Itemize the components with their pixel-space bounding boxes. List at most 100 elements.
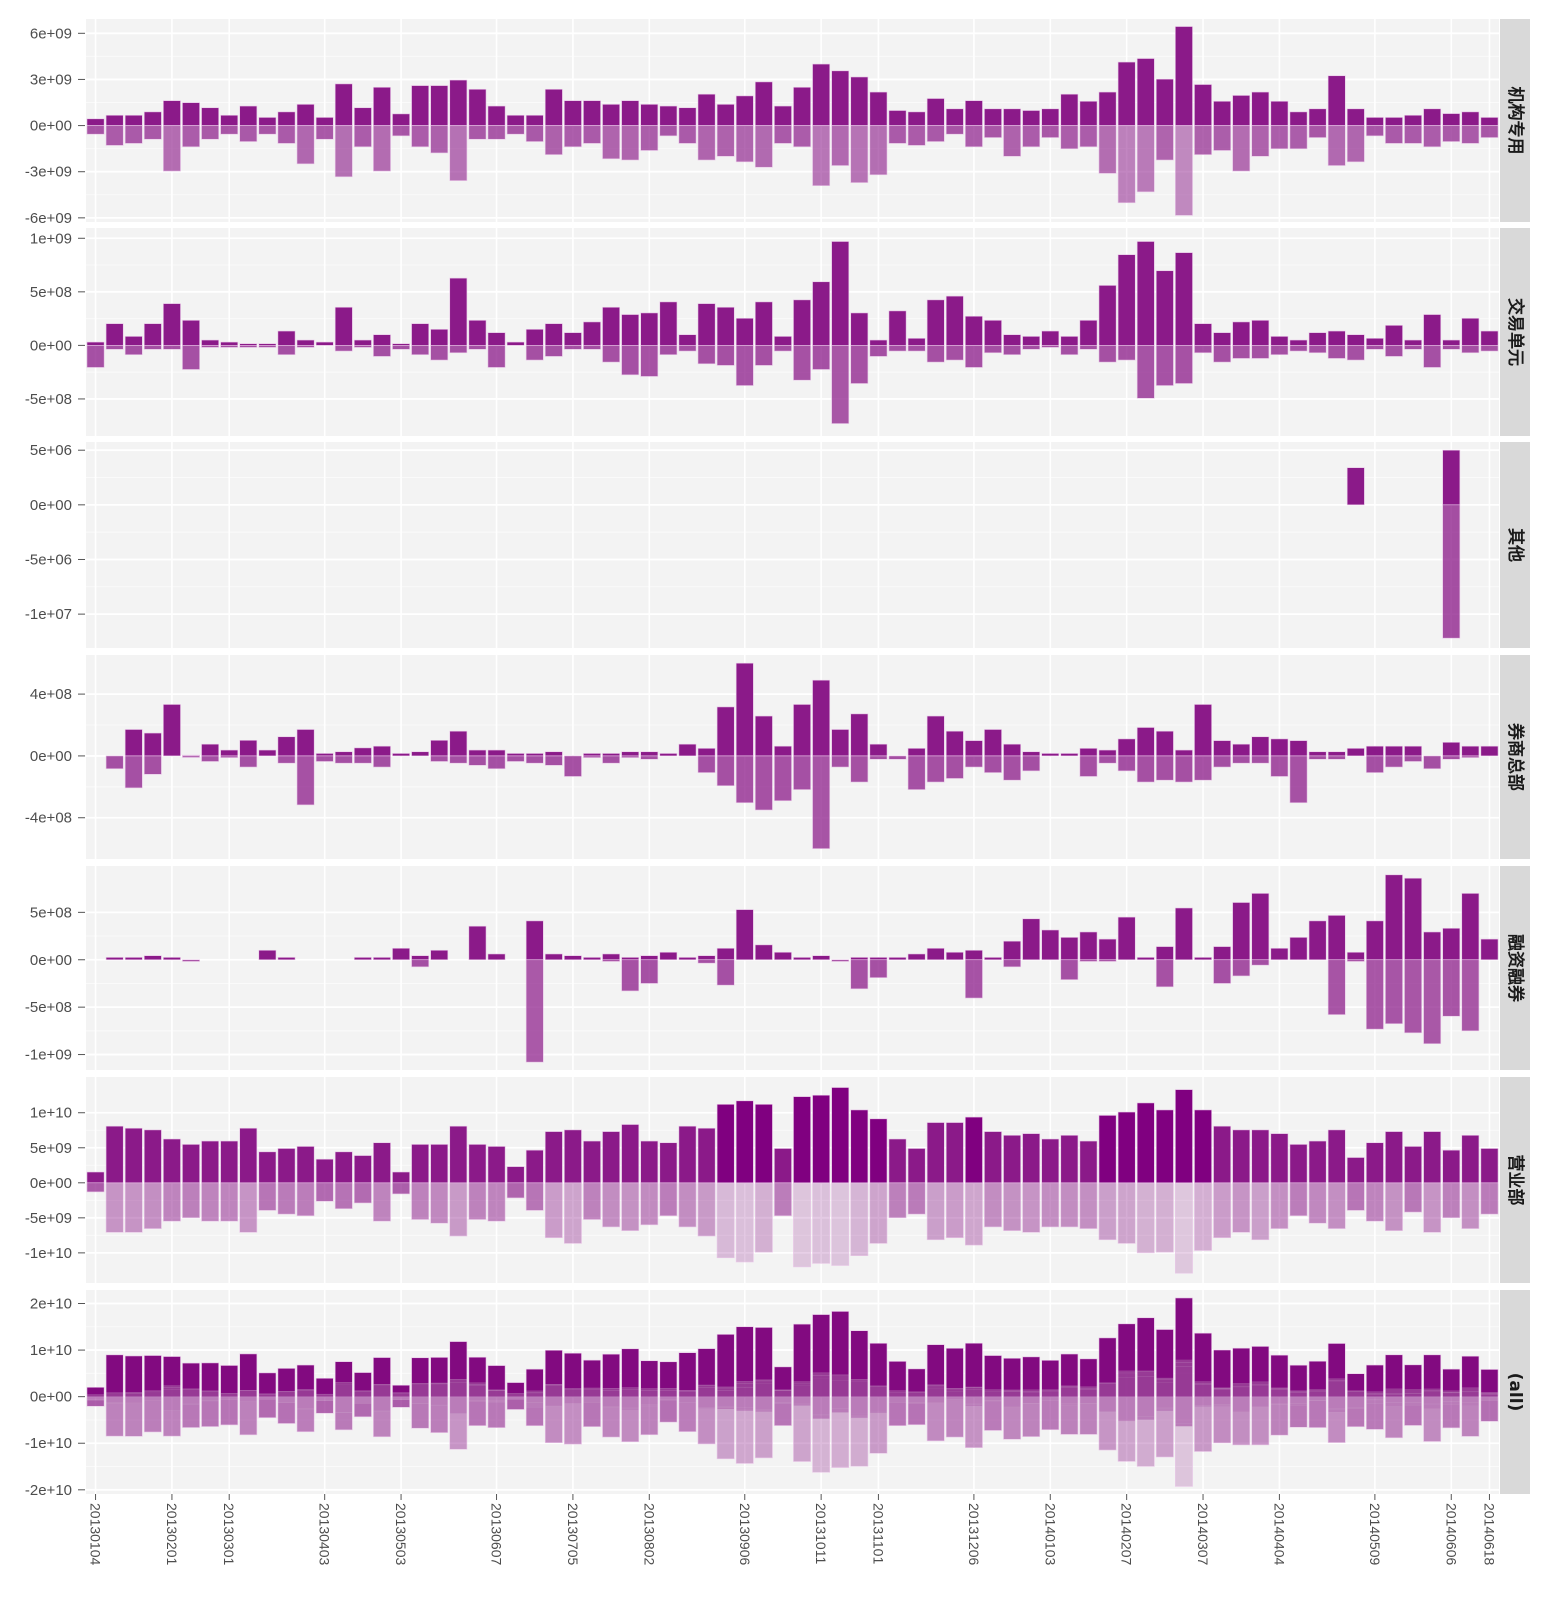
bar-buy (1404, 877, 1422, 961)
bar-sell (1232, 755, 1251, 764)
bar-sell (965, 1182, 983, 1246)
y-tick-label: 0e+00 (30, 497, 72, 514)
bar-sell (602, 125, 620, 160)
bar-buy (163, 1138, 181, 1184)
bar-buy-segment (526, 1369, 544, 1391)
bar-sell (525, 345, 544, 361)
bar-buy (1155, 730, 1174, 757)
bar-buy (697, 303, 716, 346)
bar-sell-segment (526, 1401, 544, 1403)
bar-outline (1442, 1368, 1461, 1429)
bar-buy-segment (1480, 1369, 1499, 1393)
bar-sell-segment (1385, 1406, 1403, 1438)
y-tick-label: 3e+09 (30, 71, 72, 88)
bar-sell (182, 125, 200, 148)
bar-buy-segment (984, 1355, 1002, 1390)
bar-buy-segment (755, 1381, 773, 1384)
bar-buy-segment (1041, 1391, 1059, 1397)
bar-buy (1117, 1111, 1136, 1184)
bar-sell (86, 1182, 105, 1193)
bar-outline (583, 1359, 601, 1427)
bar-buy (793, 704, 811, 757)
bar-sell-segment (908, 1402, 926, 1404)
bar-buy (888, 310, 907, 346)
bar-buy (353, 1155, 372, 1184)
bar-buy (468, 88, 487, 126)
bar-buy-segment (106, 1354, 124, 1393)
bar-sell (124, 345, 143, 356)
bar-sell (296, 125, 315, 165)
bar-sell (1385, 125, 1403, 144)
bar-buy-segment (659, 1361, 677, 1389)
bar-buy (124, 729, 143, 757)
bar-sell-segment (1156, 1409, 1174, 1411)
bar-buy (296, 104, 315, 126)
bar-buy-segment (277, 1391, 296, 1393)
bar-buy (1194, 84, 1212, 126)
bar-sell-segment (1156, 1408, 1174, 1410)
bar-buy (907, 953, 926, 961)
bar-buy (1079, 931, 1098, 961)
bar-sell (277, 1182, 296, 1215)
bar-sell-segment (1366, 1403, 1384, 1430)
bar-buy-segment (1385, 1354, 1403, 1389)
bar-buy (373, 86, 391, 126)
bar-sell-segment (1423, 1403, 1441, 1405)
bar-outline (1385, 1354, 1403, 1439)
bar-buy (774, 336, 792, 346)
bar-buy (449, 277, 468, 346)
bar-sell-segment (1251, 1407, 1269, 1445)
bar-buy (1480, 1148, 1499, 1184)
bar-sell (564, 755, 582, 777)
bar-sell (602, 345, 620, 363)
bar-sell (1423, 755, 1442, 770)
y-tick-label: 0e+00 (30, 1175, 72, 1192)
bar-sell-segment (1194, 1405, 1212, 1407)
bar-sell (353, 755, 372, 764)
bar-buy (182, 320, 200, 346)
bar-buy (430, 329, 449, 346)
bar-sell (124, 755, 143, 789)
bar-buy-segment (1309, 1391, 1327, 1397)
y-tick-label: -5e+08 (25, 999, 72, 1016)
bar-sell (640, 959, 659, 984)
bar-buy (124, 336, 143, 346)
bar-sell (659, 1182, 678, 1217)
bar-sell-segment (640, 1396, 658, 1405)
bar-sell-segment (793, 1396, 811, 1404)
bar-buy-segment (1098, 1386, 1117, 1397)
bar-outline (640, 1360, 659, 1436)
bar-buy (296, 1146, 315, 1184)
bar-sell-segment (1423, 1404, 1441, 1409)
bar-buy (965, 740, 983, 757)
bar-sell-segment (1003, 1407, 1021, 1440)
bar-sell-segment (258, 1396, 276, 1400)
bar-sell-segment (1118, 1420, 1136, 1421)
bar-sell (659, 125, 678, 137)
bar-sell-segment (1442, 1404, 1460, 1428)
bar-buy (525, 114, 544, 126)
bar-sell-segment (316, 1400, 334, 1414)
bar-outline (86, 1386, 105, 1407)
bar-buy (1346, 951, 1365, 961)
bar-sell (411, 959, 430, 968)
bar-buy (258, 117, 277, 126)
bar-buy (907, 111, 926, 126)
bar-sell (220, 755, 239, 758)
bar-buy (1194, 323, 1212, 346)
bar-sell-segment (774, 1396, 792, 1403)
bar-buy (163, 704, 181, 757)
bar-outline (1289, 1364, 1308, 1428)
bar-buy-segment (1156, 1329, 1174, 1378)
bar-buy-segment (258, 1394, 276, 1397)
bar-buy-segment (468, 1384, 487, 1386)
bar-buy (926, 98, 945, 126)
bar-buy (105, 957, 124, 961)
bar-sell-segment (163, 1396, 181, 1411)
bar-buy-segment (335, 1382, 353, 1385)
bar-buy (1136, 957, 1155, 961)
bar-buy (1308, 332, 1327, 346)
bar-sell-segment (1328, 1409, 1346, 1413)
bar-buy (1041, 1138, 1060, 1184)
bar-buy (659, 753, 678, 757)
